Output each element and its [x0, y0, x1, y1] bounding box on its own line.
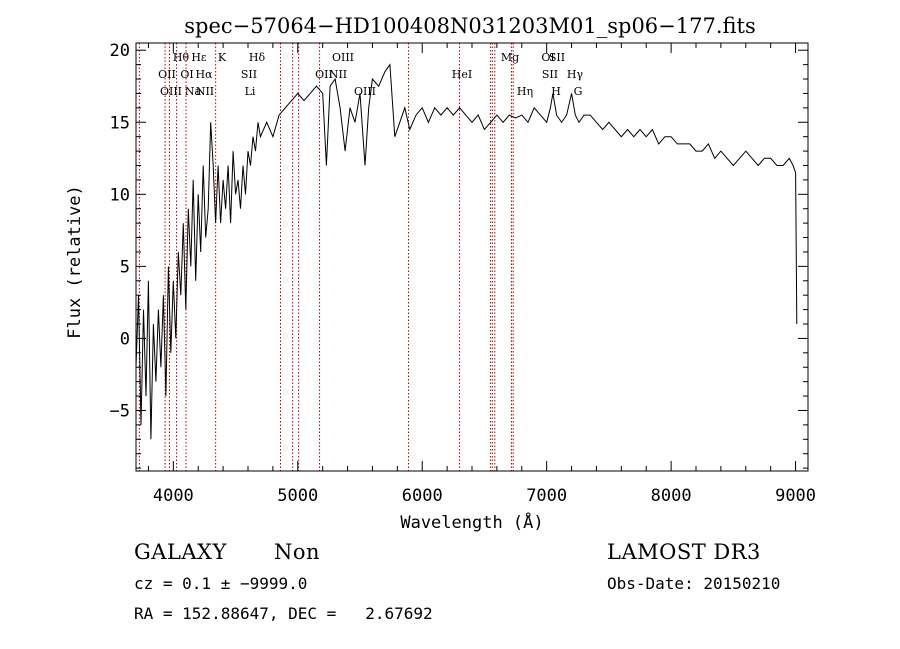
line-annotation: HeI — [452, 68, 472, 81]
x-tick-label: 7000 — [526, 486, 567, 506]
object-class: GALAXY — [134, 540, 227, 564]
line-annotation: Na — [185, 85, 202, 98]
y-tick-label: 15 — [110, 113, 130, 133]
line-annotation: OI — [180, 68, 193, 81]
line-annotation: Hε — [191, 51, 207, 64]
line-annotation: Li — [245, 85, 256, 98]
plot-frame — [135, 42, 809, 472]
line-annotation: Hγ — [567, 68, 584, 81]
line-annotation: OII — [315, 68, 333, 81]
line-annotation: Hθ — [173, 51, 190, 64]
coordinates-text: RA = 152.88647, DEC = 2.67692 — [134, 604, 433, 623]
x-tick-label: 5000 — [277, 486, 318, 506]
line-annotation: SII — [549, 51, 565, 64]
line-annotation: Hα — [195, 68, 213, 81]
line-annotation: NII — [196, 85, 214, 98]
chart-title: spec−57064−HD100408N031203M01_sp06−177.f… — [184, 14, 756, 38]
x-axis-label: Wavelength (Å) — [400, 511, 543, 533]
y-tick-label: 0 — [120, 329, 130, 349]
obs-date-text: Obs-Date: 20150210 — [607, 574, 781, 593]
object-subclass: Non — [274, 540, 321, 564]
line-annotation: OI — [541, 51, 554, 64]
x-tick-label: 6000 — [402, 486, 443, 506]
x-tick-label: 4000 — [153, 486, 194, 506]
redshift-text: cz = 0.1 ± −9999.0 — [134, 574, 308, 593]
line-annotation: OIII — [160, 85, 182, 98]
x-tick-label: 8000 — [651, 486, 692, 506]
line-annotation: Mg — [501, 51, 519, 64]
y-tick-label: 5 — [120, 257, 130, 277]
survey-label: LAMOST DR3 — [607, 540, 761, 564]
line-annotation: OIII — [354, 85, 376, 98]
y-tick-label: −5 — [110, 401, 130, 421]
y-tick-label: 10 — [110, 185, 130, 205]
flux-series-line — [135, 63, 798, 440]
line-annotation: Hδ — [249, 51, 266, 64]
y-tick-label: 20 — [110, 41, 130, 61]
y-axis-label: Flux (relative) — [65, 185, 85, 339]
line-annotation: G — [574, 85, 583, 98]
x-tick-label: 9000 — [775, 486, 816, 506]
line-annotation: Hη — [517, 85, 533, 98]
line-annotation: OIII — [332, 51, 354, 64]
line-annotation: H — [551, 85, 561, 98]
line-annotation: SII — [542, 68, 558, 81]
line-annotation: OII — [158, 68, 176, 81]
line-annotation: NII — [329, 68, 347, 81]
line-annotation: SII — [241, 68, 257, 81]
line-annotation: K — [218, 51, 227, 64]
